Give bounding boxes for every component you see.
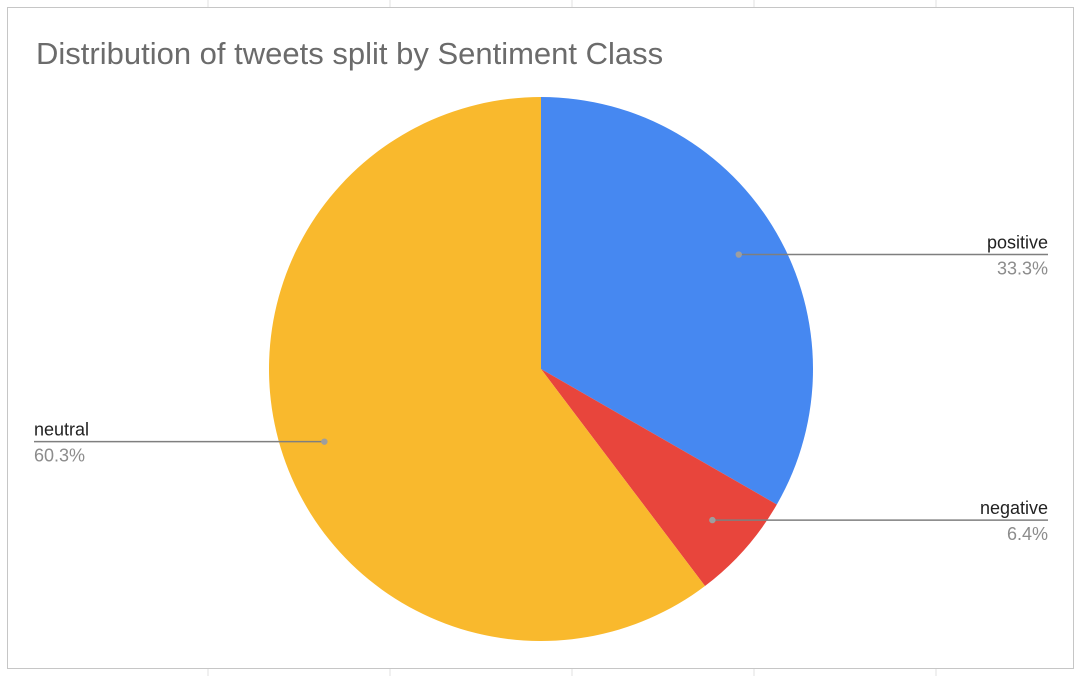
leader-dot-positive: [735, 251, 742, 258]
slice-label-negative: negative: [980, 498, 1048, 518]
slice-label-neutral: neutral: [34, 420, 89, 440]
pie-slice-neutral[interactable]: [268, 97, 705, 641]
chart-title: Distribution of tweets split by Sentimen…: [36, 36, 664, 71]
slice-label-positive: positive: [987, 233, 1048, 253]
leader-dot-neutral: [321, 438, 328, 445]
slice-labels: positive 33.3% negative 6.4% neutral 60.3%: [34, 233, 1048, 544]
pie-slice-negative[interactable]: [541, 369, 777, 587]
slice-percent-neutral: 60.3%: [34, 446, 85, 466]
slice-percent-negative: 6.4%: [1007, 524, 1048, 544]
slice-percent-positive: 33.3%: [997, 259, 1048, 279]
pie-slices: [268, 97, 813, 641]
pie-slice-positive[interactable]: [541, 97, 813, 505]
leader-dot-negative: [709, 516, 716, 524]
